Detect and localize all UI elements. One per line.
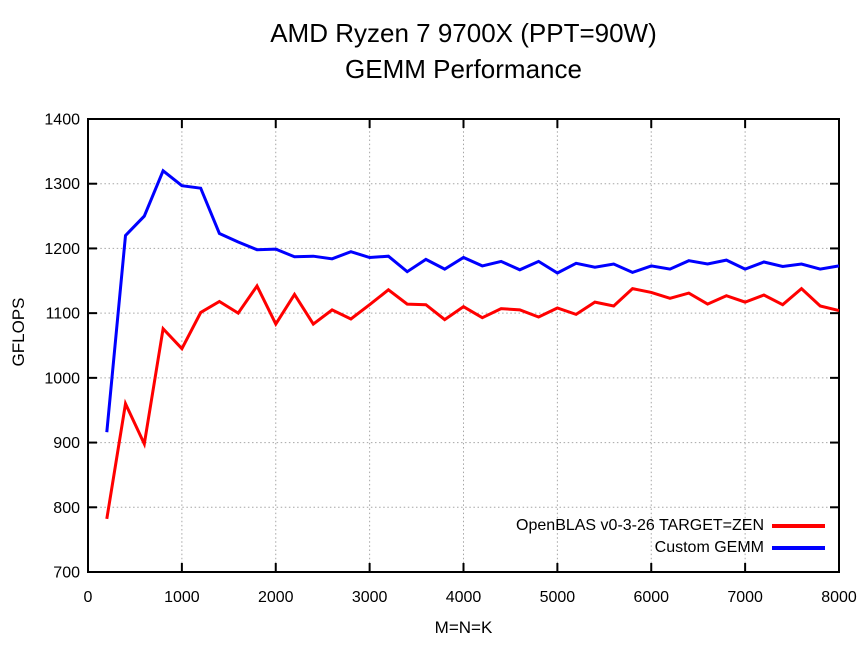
chart-title-line-2: GEMM Performance <box>345 54 582 84</box>
y-tick-label: 1100 <box>46 306 81 323</box>
y-tick-label: 1000 <box>44 370 80 387</box>
legend-entry-openblas: OpenBLAS v0-3-26 TARGET=ZEN <box>516 517 825 535</box>
x-tick-label: 2000 <box>258 589 294 606</box>
legend-label-custom-gemm: Custom GEMM <box>654 539 764 556</box>
x-tick-label: 0 <box>84 589 93 606</box>
y-tick-label: 1300 <box>44 176 80 193</box>
x-tick-label: 1000 <box>164 589 200 606</box>
series-line-openblas <box>105 283 840 520</box>
x-tick-label: 8000 <box>821 589 857 606</box>
y-axis-label: GFLOPS <box>9 297 28 367</box>
x-tick-label: 5000 <box>540 589 576 606</box>
y-tick-label: 800 <box>53 500 80 517</box>
y-tick-label: 700 <box>53 565 80 582</box>
x-tick-label: 7000 <box>727 589 763 606</box>
legend-label-openblas: OpenBLAS v0-3-26 TARGET=ZEN <box>516 517 764 534</box>
legend-entry-custom-gemm: Custom GEMM <box>655 539 825 557</box>
legend-line-sample-openblas <box>772 524 825 528</box>
chart-title-line-1: AMD Ryzen 7 9700X (PPT=90W) <box>270 18 657 48</box>
series-line-custom-gemm <box>105 168 840 433</box>
x-axis-label: M=N=K <box>434 618 493 637</box>
x-tick-label: 6000 <box>633 589 669 606</box>
y-tick-label: 900 <box>53 435 80 452</box>
y-tick-label: 1200 <box>44 241 80 258</box>
y-tick-label: 1400 <box>44 112 80 129</box>
x-tick-label: 3000 <box>352 589 388 606</box>
legend-line-sample-custom-gemm <box>772 546 825 550</box>
x-tick-label: 4000 <box>446 589 482 606</box>
